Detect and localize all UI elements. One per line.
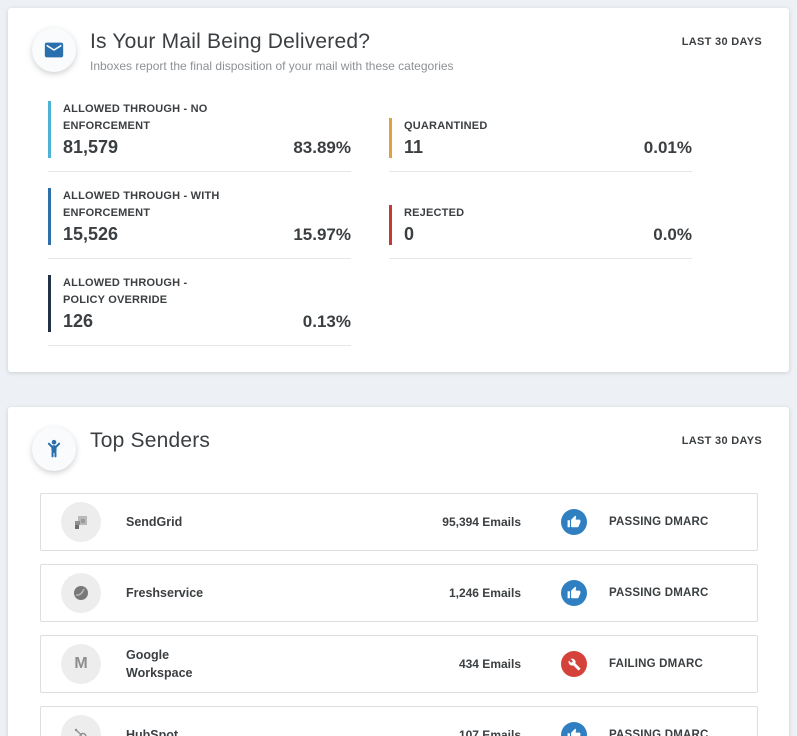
stat-percent: 83.89% <box>293 138 351 158</box>
stat-label: REJECTED <box>404 207 465 220</box>
stat-value: 0 <box>404 224 415 245</box>
stat-percent: 15.97% <box>293 225 351 245</box>
dmarc-status-label: FAILING DMARC <box>609 658 703 671</box>
sender-email-count: 434 Emails <box>458 657 521 672</box>
thumbs-up-icon <box>561 509 587 536</box>
delivery-card-header: Is Your Mail Being Delivered? Inboxes re… <box>8 8 789 73</box>
delivery-card-subtitle: Inboxes report the final disposition of … <box>90 59 454 73</box>
dmarc-status-label: PASSING DMARC <box>609 516 709 529</box>
sender-name: HubSpot <box>126 727 179 736</box>
sender-name: Freshservice <box>126 585 204 600</box>
hubspot-logo <box>61 715 101 736</box>
senders-card-title: Top Senders <box>90 429 211 453</box>
stat-percent: 0.01% <box>643 138 692 158</box>
stat-percent: 0.13% <box>302 312 351 332</box>
sender-row-google-workspace[interactable]: M Google Workspace 434 Emails FAILING DM… <box>40 635 758 694</box>
divider <box>389 258 692 260</box>
senders-card-header: Top Senders LAST 30 DAYS <box>8 407 789 472</box>
person-icon <box>32 427 76 472</box>
stat-rejected: REJECTED 0 0.0% <box>389 205 692 260</box>
divider <box>48 171 351 173</box>
sender-email-count: 95,394 Emails <box>442 515 521 530</box>
senders-list: SendGrid 95,394 Emails PASSING DMARC <box>40 493 758 736</box>
thumbs-up-icon <box>561 722 587 736</box>
envelope-icon <box>32 28 76 72</box>
sender-name: Google Workspace <box>126 647 193 681</box>
freshservice-logo <box>61 573 101 614</box>
top-senders-card: Top Senders LAST 30 DAYS SendGrid 95,394… <box>8 407 789 736</box>
stat-label: QUARANTINED <box>404 120 488 133</box>
stat-value: 81,579 <box>63 137 119 158</box>
divider <box>48 258 351 260</box>
dmarc-status-label: PASSING DMARC <box>609 729 709 736</box>
stat-quarantined: QUARANTINED 11 0.01% <box>389 118 692 173</box>
sender-row-hubspot[interactable]: HubSpot 107 Emails PASSING DMARC <box>40 706 758 736</box>
stat-label: ALLOWED THROUGH - POLICY OVERRIDE <box>63 277 188 307</box>
divider <box>389 171 692 173</box>
google-workspace-logo: M <box>61 644 101 685</box>
delivery-card: Is Your Mail Being Delivered? Inboxes re… <box>8 8 789 373</box>
stat-label: ALLOWED THROUGH - NO ENFORCEMENT <box>63 103 208 133</box>
sender-email-count: 107 Emails <box>458 728 521 736</box>
senders-header-text: Top Senders <box>90 427 210 453</box>
divider <box>48 345 351 347</box>
sender-row-freshservice[interactable]: Freshservice 1,246 Emails PASSING DMARC <box>40 564 758 623</box>
delivery-card-title: Is Your Mail Being Delivered? <box>90 30 371 53</box>
stat-percent: 0.0% <box>653 225 692 245</box>
stat-allowed-with-enforcement: ALLOWED THROUGH - WITH ENFORCEMENT 15,52… <box>48 188 351 260</box>
stat-value: 126 <box>63 311 94 332</box>
wrench-icon <box>561 651 587 678</box>
delivery-stats-grid: ALLOWED THROUGH - NO ENFORCEMENT 81,579 … <box>48 101 692 372</box>
stat-allowed-no-enforcement: ALLOWED THROUGH - NO ENFORCEMENT 81,579 … <box>48 101 351 173</box>
thumbs-up-icon <box>561 580 587 607</box>
delivery-header-text: Is Your Mail Being Delivered? Inboxes re… <box>90 28 454 73</box>
delivery-period-label: LAST 30 DAYS <box>681 36 762 48</box>
sender-email-count: 1,246 Emails <box>448 586 521 601</box>
stat-value: 11 <box>404 137 424 158</box>
stat-label: ALLOWED THROUGH - WITH ENFORCEMENT <box>63 190 220 220</box>
sender-name: SendGrid <box>126 514 183 529</box>
stat-value: 15,526 <box>63 224 119 245</box>
senders-period-label: LAST 30 DAYS <box>681 435 762 448</box>
sendgrid-logo <box>61 502 101 543</box>
sender-row-sendgrid[interactable]: SendGrid 95,394 Emails PASSING DMARC <box>40 493 758 552</box>
stat-allowed-policy-override: ALLOWED THROUGH - POLICY OVERRIDE 126 0.… <box>48 275 351 347</box>
dmarc-status-label: PASSING DMARC <box>609 587 709 600</box>
